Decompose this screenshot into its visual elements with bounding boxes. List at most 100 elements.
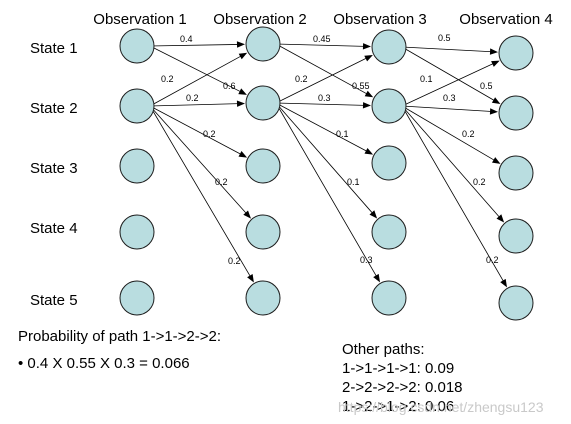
edge-s1-to-s2-t2-probability: 0.55 [352,81,370,91]
edge-s1-to-s1-t1 [149,44,240,47]
state-label-5: State 5 [30,292,78,309]
edge-s2-to-s4-t3 [401,105,501,219]
node-t1-state3 [119,148,155,184]
state-label-2: State 2 [30,100,78,117]
other-path-1: 1->1->1->1: 0.09 [342,360,455,377]
edge-s1-to-s2-t3 [401,46,496,102]
edge-s2-to-s1-t1 [149,55,243,107]
edge-s1-to-s1-t2-probability: 0.45 [313,34,331,44]
edge-s2-to-s5-t3-arrowhead [500,278,507,288]
edge-s2-to-s5-t1-probability: 0.2 [228,256,241,266]
edge-s2-to-s4-t2 [275,102,374,215]
nodes-layer [119,26,534,321]
node-t3-state3 [371,145,407,181]
node-t2-state5 [245,280,281,316]
edge-s2-to-s2-t3-probability: 0.3 [443,93,456,103]
edge-s2-to-s1-t1-arrowhead [238,52,248,60]
edge-s1-to-s1-t1-probability: 0.4 [180,34,193,44]
edge-s2-to-s2-t1 [149,103,240,107]
edge-s1-to-s2-t1-probability: 0.6 [223,81,236,91]
other-path-2: 2->2->2->2: 0.018 [342,379,463,396]
node-t1-state4 [119,214,155,250]
edge-s2-to-s4-t1-arrowhead [243,210,251,219]
edge-s2-to-s4-t2-arrowhead [369,210,378,219]
edge-s2-to-s2-t2-probability: 0.3 [318,93,331,103]
edge-s1-to-s2-t1-arrowhead [238,88,247,95]
edge-s1-to-s1-t3-probability: 0.5 [438,33,451,43]
edge-s2-to-s5-t2-arrowhead [373,273,380,283]
edge-s2-to-s4-t3-probability: 0.2 [473,177,486,187]
edge-s1-to-s2-t1 [149,45,242,93]
edge-s1-to-s2-t2-arrowhead [364,90,374,98]
edge-s2-to-s1-t2-probability: 0.2 [295,74,308,84]
edge-s2-to-s5-t2 [275,102,378,278]
edge-s2-to-s2-t3 [401,105,493,112]
probability-heading: Probability of path 1->1->2->2: [18,328,222,345]
state-label-1: State 1 [30,40,78,57]
edge-s2-to-s3-t1-probability: 0.2 [203,129,216,139]
edge-s2-to-s5-t1 [149,105,252,278]
edge-s2-to-s2-t2 [275,102,366,106]
state-label-3: State 3 [30,160,78,177]
node-t2-state3 [245,148,281,184]
edge-s2-to-s2-t3-arrowhead [489,108,498,115]
edge-s1-to-s2-t3-probability: 0.5 [480,81,493,91]
edge-s2-to-s2-t1-arrowhead [236,100,245,107]
edge-s2-to-s3-t1 [149,105,242,156]
node-t3-state1 [371,29,407,65]
node-t1-state1 [119,28,155,64]
observation-label-1: Observation 1 [93,11,186,28]
node-t4-state3 [498,155,534,191]
edge-s2-to-s5-t3-probability: 0.2 [486,255,499,265]
edge-s2-to-s1-t3-probability: 0.1 [420,74,433,84]
node-t4-state5 [498,285,534,321]
other-paths-heading: Other paths: [342,341,425,358]
edge-s2-to-s3-t1-arrowhead [238,151,248,158]
other-path-3: 1->2->1->2: 0.06 [342,398,455,415]
edges-layer [149,41,507,288]
edge-s2-to-s3-t2 [275,102,368,153]
edge-s2-to-s1-t3-arrowhead [491,60,500,67]
edge-s2-to-s2-t2-arrowhead [362,102,371,109]
edge-s2-to-s4-t3-arrowhead [496,214,505,223]
edge-s2-to-s4-t1-probability: 0.2 [215,177,228,187]
node-t1-state5 [119,280,155,316]
node-t3-state5 [371,280,407,316]
node-t3-state2 [371,88,407,124]
state-label-4: State 4 [30,220,78,237]
edge-s2-to-s5-t3 [401,105,505,283]
edge-s2-to-s4-t2-probability: 0.1 [347,177,360,187]
edge-s1-to-s1-t1-arrowhead [236,41,245,48]
edge-s2-to-s3-t2-arrowhead [364,148,374,155]
node-t4-state4 [498,218,534,254]
edge-s2-to-s2-t1-probability: 0.2 [186,93,199,103]
edge-s2-to-s4-t1 [149,105,248,215]
edge-s2-to-s1-t2 [275,57,368,104]
probability-calculation: • 0.4 X 0.55 X 0.3 = 0.066 [18,355,190,372]
edge-s2-to-s3-t3-arrowhead [492,157,501,164]
edge-s2-to-s5-t2-probability: 0.3 [360,255,373,265]
edge-s2-to-s1-t2-arrowhead [364,55,373,62]
watermark: https://blog.csdn.net/zhengsu123 [338,399,544,415]
node-t3-state4 [371,214,407,250]
edge-s2-to-s5-t1-arrowhead [247,274,254,283]
node-t4-state2 [498,95,534,131]
node-t4-state1 [498,35,534,71]
edge-s1-to-s1-t3-arrowhead [489,48,498,55]
edge-s2-to-s3-t2-probability: 0.1 [336,129,349,139]
edge-s1-to-s1-t2 [275,43,366,47]
edge-s1-to-s2-t3-arrowhead [491,97,501,104]
node-t2-state2 [245,85,281,121]
node-t2-state1 [245,26,281,62]
edge-s2-to-s1-t1-probability: 0.2 [161,74,174,84]
observation-label-3: Observation 3 [333,11,426,28]
edge-s2-to-s3-t3 [401,105,496,162]
edge-s2-to-s3-t3-probability: 0.2 [462,129,475,139]
edge-labels: 0.4 0.6 0.2 0.2 0.2 0.2 0.2 0.45 0.55 0.2 0.3 0.1 0.… [161,33,499,266]
observation-labels: Observation 1 Observation 2 Observation 3 O… [93,11,552,28]
edge-s1-to-s2-t2 [275,43,369,95]
node-t2-state4 [245,214,281,250]
node-t1-state2 [119,88,155,124]
edge-s2-to-s1-t3 [401,62,495,107]
